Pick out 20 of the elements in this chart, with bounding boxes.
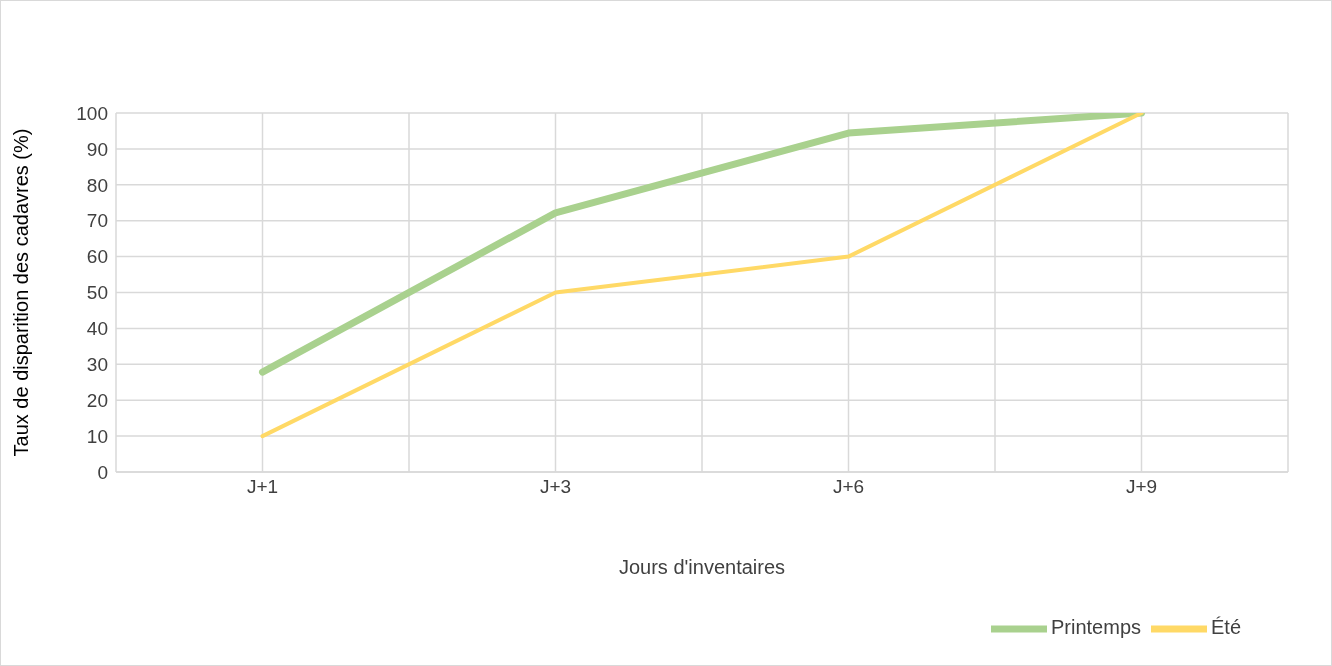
line-series [260, 113, 1144, 439]
y-tick-label: 100 [76, 102, 108, 124]
x-tick-label: J+3 [539, 476, 572, 498]
x-tick-label: J+6 [832, 476, 865, 498]
y-tick-label: 80 [86, 174, 108, 196]
y-tick-label: 0 [97, 461, 108, 483]
y-tick-label: 90 [86, 138, 108, 160]
y-tick-label: 40 [86, 318, 108, 340]
y-tick-label: 60 [86, 246, 108, 268]
x-tick-label: J+1 [246, 476, 279, 498]
y-axis-title: Taux de disparition des cadavres (%) [10, 128, 33, 457]
x-axis-title: Jours d'inventaires [618, 556, 786, 579]
y-tick-label: 30 [86, 354, 108, 376]
y-tick-label: 50 [86, 282, 108, 304]
x-tick-label: J+9 [1125, 476, 1158, 498]
y-tick-label: 10 [86, 425, 108, 447]
legend-label: Été [1211, 616, 1242, 639]
y-tick-label: 20 [86, 389, 108, 411]
y-tick-label: 70 [86, 210, 108, 232]
legend-label: Printemps [1050, 616, 1141, 639]
